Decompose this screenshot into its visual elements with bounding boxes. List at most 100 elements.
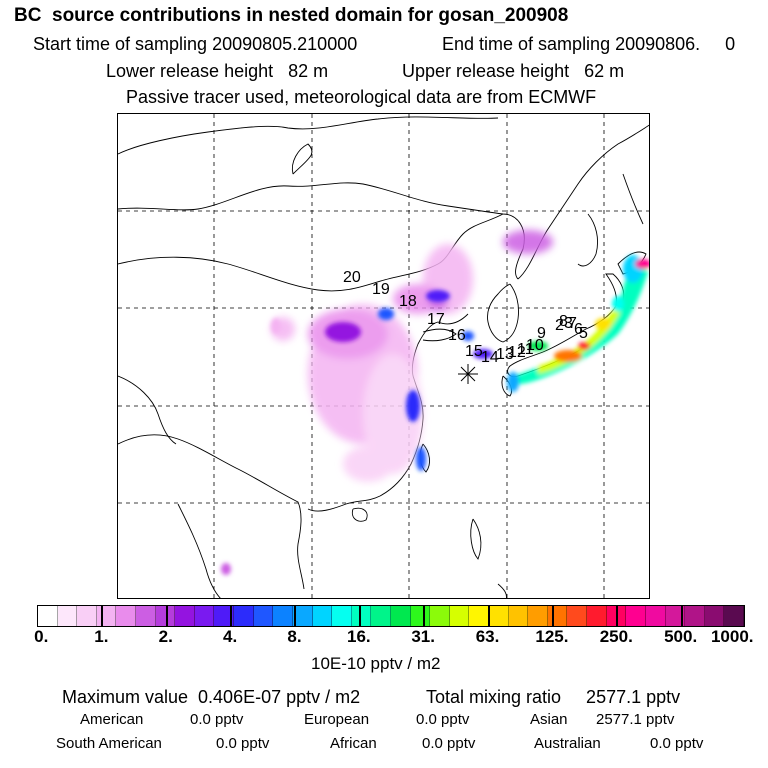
upper-release-label: Upper release height 62 m (402, 61, 625, 81)
contribution-field (221, 230, 649, 575)
trajectory-label: 2 (555, 317, 564, 334)
colorbar-tick-label: 1. (94, 627, 109, 646)
region-value: 0.0 pptv (190, 711, 244, 728)
colorbar-separator (230, 605, 233, 627)
colorbar-cell (410, 606, 431, 626)
colorbar-cell (371, 606, 391, 626)
colorbar-tick-label: 16. (346, 627, 371, 646)
trajectory-label: 18 (399, 293, 417, 310)
colorbar-cell (77, 606, 97, 626)
region-name: South American (56, 735, 162, 752)
colorbar-cell (704, 606, 725, 626)
region-value: 0.0 pptv (416, 711, 470, 728)
colorbar-separator (423, 605, 426, 627)
region-value: 0.0 pptv (650, 735, 704, 752)
region-value: 2577.1 pptv (596, 711, 675, 728)
trajectory-label: 5 (579, 325, 588, 342)
colorbar-cell (175, 606, 195, 626)
colorbar-cell (567, 606, 588, 626)
trajectory-label: 12 (508, 344, 526, 361)
region-name: Asian (530, 711, 568, 728)
colorbar-tick-label: 0. (34, 627, 49, 646)
colorbar-separator (551, 605, 554, 627)
colorbar-cell (214, 606, 235, 626)
colorbar-cell (332, 606, 352, 626)
colorbar-cell (469, 606, 490, 626)
colorbar-cell (96, 606, 117, 626)
colorbar-cell (528, 606, 548, 626)
total-mixing-label: Total mixing ratio 2577.1 pptv (426, 687, 681, 707)
colorbar-tick-label: 2. (158, 627, 173, 646)
trajectory-label: 20 (343, 269, 361, 286)
colorbar-cell (390, 606, 411, 626)
colorbar-tick-label: 125. (535, 627, 569, 646)
colorbar-cell (155, 606, 176, 626)
region-value: 0.0 pptv (422, 735, 476, 752)
colorbar-cell (351, 606, 372, 626)
colorbar-cell (449, 606, 470, 626)
colorbar-cell (489, 606, 509, 626)
colorbar-cell (136, 606, 156, 626)
region-value: 0.0 pptv (216, 735, 270, 752)
colorbar-cell (665, 606, 686, 626)
colorbar-cell (430, 606, 450, 626)
region-name: Australian (534, 735, 601, 752)
asterisk-icon (458, 364, 478, 384)
colorbar-tick-label: 1000. (710, 627, 754, 646)
start-time-label: Start time of sampling 20090805.210000 (33, 34, 358, 54)
colorbar-separator (680, 605, 683, 627)
trajectory-label: 10 (526, 337, 544, 354)
map-panel: 20 19 18 17 16 15 14 13 12 11 10 9 8 7 6… (117, 113, 650, 599)
trajectory-label: 9 (537, 325, 546, 342)
colorbar-cell (194, 606, 215, 626)
trajectory-label: 16 (448, 327, 466, 344)
colorbar-separator (487, 605, 490, 627)
colorbar-tick-label: 250. (599, 627, 633, 646)
map-canvas: 20 19 18 17 16 15 14 13 12 11 10 9 8 7 6… (118, 114, 649, 598)
trajectory-label: 8 (559, 313, 568, 330)
colorbar-separator (294, 605, 297, 627)
colorbar-cell (38, 606, 58, 626)
colorbar-cell (292, 606, 313, 626)
colorbar-tick-label: 31. (411, 627, 435, 646)
region-name: American (80, 711, 144, 728)
trajectory-label: 14 (481, 349, 499, 366)
trajectory-labels: 20 19 18 17 16 15 14 13 12 11 10 9 8 7 6… (343, 269, 588, 366)
trajectory-label: 7 (568, 315, 577, 332)
region-name: African (330, 735, 377, 752)
colorbar-cell (57, 606, 78, 626)
colorbar-separator (165, 605, 168, 627)
trajectory-label: 11 (517, 341, 534, 358)
colorbar-separator (101, 605, 104, 627)
colorbar (37, 605, 745, 627)
colorbar-cell (234, 606, 254, 626)
colorbar-cell (253, 606, 274, 626)
trajectory-label: 15 (465, 343, 483, 360)
trajectory-label: 19 (372, 281, 390, 298)
plot-title: BC source contributions in nested domain… (14, 5, 569, 26)
colorbar-tick-label: 4. (222, 627, 238, 646)
colorbar-tick-label: 63. (475, 627, 500, 646)
colorbar-separator (616, 605, 619, 627)
max-value-label: Maximum value 0.406E-07 pptv / m2 (62, 687, 361, 707)
trajectory-label: 3 (564, 315, 573, 332)
colorbar-cell (645, 606, 666, 626)
colorbar-cell (685, 606, 705, 626)
tracer-note: Passive tracer used, meteorological data… (126, 87, 597, 107)
end-time-label: End time of sampling 20090806. 0 (442, 34, 736, 54)
colorbar-cell (626, 606, 646, 626)
lower-release-label: Lower release height 82 m (106, 61, 329, 81)
region-name: European (304, 711, 370, 728)
colorbar-cell (508, 606, 529, 626)
colorbar-tick-label: 8. (287, 627, 302, 646)
colorbar-tick-label: 500. (664, 627, 698, 646)
colorbar-unit: 10E-10 pptv / m2 (311, 654, 441, 673)
colorbar-separator (358, 605, 361, 627)
colorbar-cell (312, 606, 333, 626)
colorbar-cell (724, 606, 744, 626)
trajectory-label: 6 (574, 321, 583, 338)
colorbar-cell (273, 606, 293, 626)
trajectory-label: 13 (496, 346, 514, 363)
colorbar-cell (587, 606, 607, 626)
trajectory-label: 17 (427, 311, 445, 328)
